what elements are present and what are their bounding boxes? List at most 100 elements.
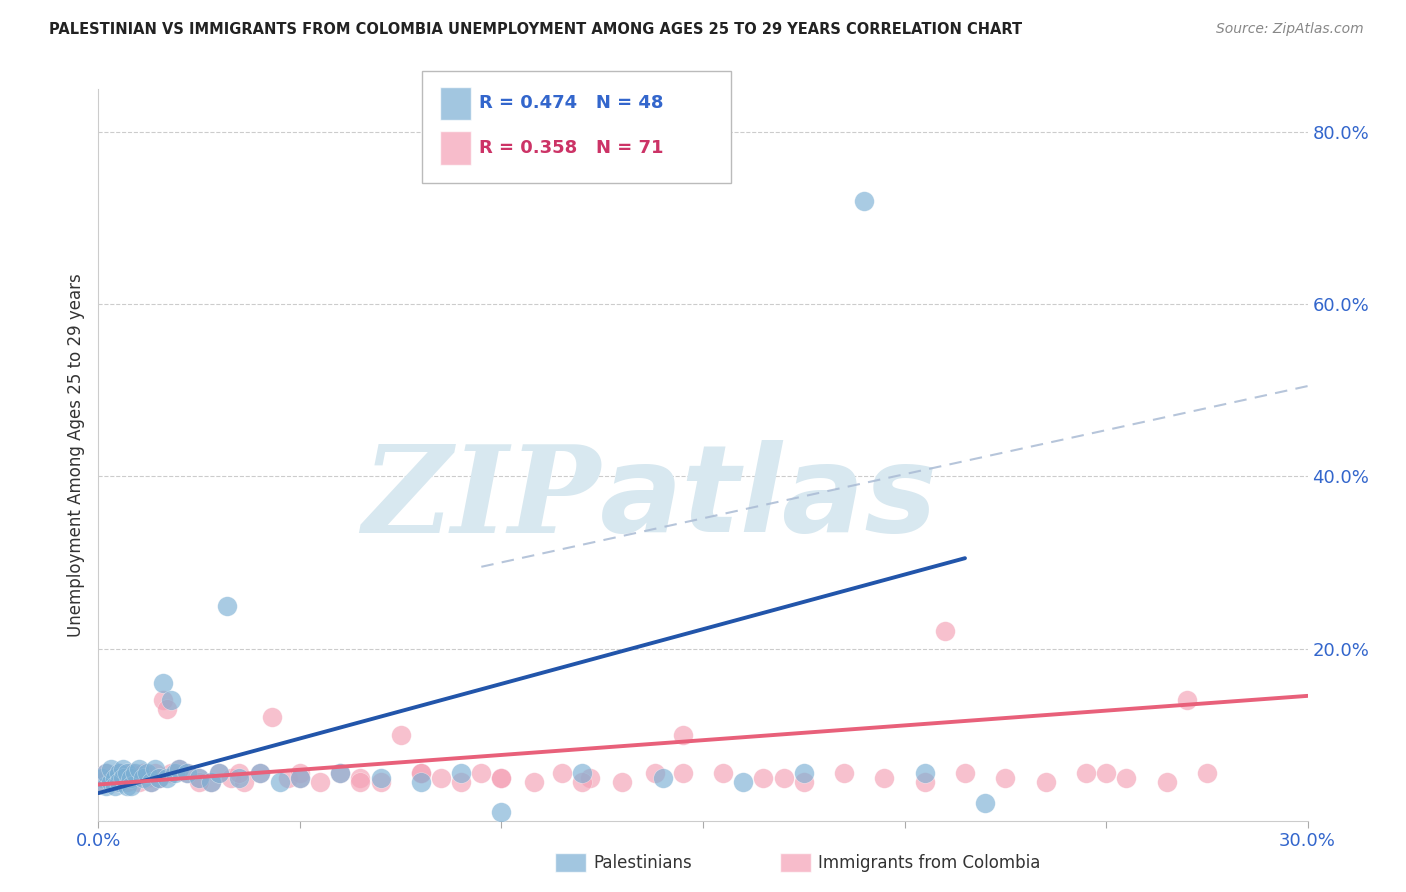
Point xyxy=(208,766,231,780)
Point xyxy=(152,693,174,707)
Point xyxy=(832,766,855,780)
Point xyxy=(188,771,211,785)
Point xyxy=(107,766,129,780)
Point xyxy=(103,779,125,793)
Point xyxy=(176,766,198,780)
Point xyxy=(309,775,332,789)
Point xyxy=(156,702,179,716)
Text: atlas: atlas xyxy=(600,441,938,558)
Point xyxy=(135,771,157,785)
Point xyxy=(1195,766,1218,780)
Point xyxy=(853,194,876,208)
Point xyxy=(269,775,291,789)
Point xyxy=(228,771,250,785)
Point xyxy=(470,766,492,780)
Point xyxy=(329,766,352,780)
Point xyxy=(111,771,134,785)
Point xyxy=(612,775,634,789)
Point xyxy=(793,766,815,780)
Point xyxy=(100,762,122,776)
Point xyxy=(107,766,129,780)
Point xyxy=(115,766,138,780)
Point xyxy=(1115,771,1137,785)
Point xyxy=(103,771,125,785)
Point xyxy=(651,771,673,785)
Point xyxy=(450,775,472,789)
Point xyxy=(221,771,243,785)
Point xyxy=(370,775,392,789)
Point xyxy=(217,599,239,613)
Point xyxy=(288,771,311,785)
Point xyxy=(111,762,134,776)
Point xyxy=(409,766,432,780)
Point xyxy=(91,771,114,785)
Point xyxy=(1074,766,1097,780)
Point xyxy=(644,766,666,780)
Y-axis label: Unemployment Among Ages 25 to 29 years: Unemployment Among Ages 25 to 29 years xyxy=(66,273,84,637)
Point xyxy=(523,775,546,789)
Point xyxy=(953,766,976,780)
Text: Immigrants from Colombia: Immigrants from Colombia xyxy=(818,854,1040,871)
Point xyxy=(100,775,122,789)
Text: Palestinians: Palestinians xyxy=(593,854,692,871)
Point xyxy=(349,771,371,785)
Point xyxy=(148,771,170,785)
Point xyxy=(103,775,125,789)
Point xyxy=(176,766,198,780)
Point xyxy=(551,766,574,780)
Point xyxy=(100,771,122,785)
Text: Source: ZipAtlas.com: Source: ZipAtlas.com xyxy=(1216,22,1364,37)
Point xyxy=(132,771,155,785)
Point xyxy=(733,775,755,789)
Point xyxy=(349,775,371,789)
Point xyxy=(96,779,118,793)
Point xyxy=(370,771,392,785)
Point xyxy=(188,771,211,785)
Text: ZIP: ZIP xyxy=(361,440,600,558)
Point xyxy=(571,775,593,789)
Point xyxy=(1156,775,1178,789)
Point xyxy=(711,766,734,780)
Point xyxy=(571,766,593,780)
Point xyxy=(120,771,142,785)
Point xyxy=(111,771,134,785)
Point xyxy=(752,771,775,785)
Point xyxy=(156,771,179,785)
Point xyxy=(1035,775,1057,789)
Point xyxy=(139,775,162,789)
Point xyxy=(934,624,956,639)
Point xyxy=(430,771,453,785)
Text: PALESTINIAN VS IMMIGRANTS FROM COLOMBIA UNEMPLOYMENT AMONG AGES 25 TO 29 YEARS C: PALESTINIAN VS IMMIGRANTS FROM COLOMBIA … xyxy=(49,22,1022,37)
Point xyxy=(107,775,129,789)
Point xyxy=(200,775,222,789)
Point xyxy=(115,775,138,789)
Point xyxy=(160,766,183,780)
Point xyxy=(139,775,162,789)
Point xyxy=(200,775,222,789)
Point xyxy=(277,771,299,785)
Point xyxy=(148,771,170,785)
Point xyxy=(329,766,352,780)
Point xyxy=(167,762,190,776)
Point xyxy=(491,805,513,819)
Point xyxy=(1095,766,1118,780)
Point xyxy=(772,771,794,785)
Point xyxy=(914,766,936,780)
Point xyxy=(167,762,190,776)
Point xyxy=(672,766,695,780)
Point xyxy=(232,775,254,789)
Point xyxy=(124,771,146,785)
Point xyxy=(132,766,155,780)
Point xyxy=(672,728,695,742)
Text: R = 0.474   N = 48: R = 0.474 N = 48 xyxy=(479,95,664,112)
Point xyxy=(249,766,271,780)
Point xyxy=(120,766,142,780)
Point xyxy=(160,693,183,707)
Point xyxy=(91,775,114,789)
Point xyxy=(128,762,150,776)
Point xyxy=(974,797,997,811)
Point xyxy=(208,766,231,780)
Point xyxy=(188,775,211,789)
Text: R = 0.358   N = 71: R = 0.358 N = 71 xyxy=(479,139,664,157)
Point xyxy=(163,766,186,780)
